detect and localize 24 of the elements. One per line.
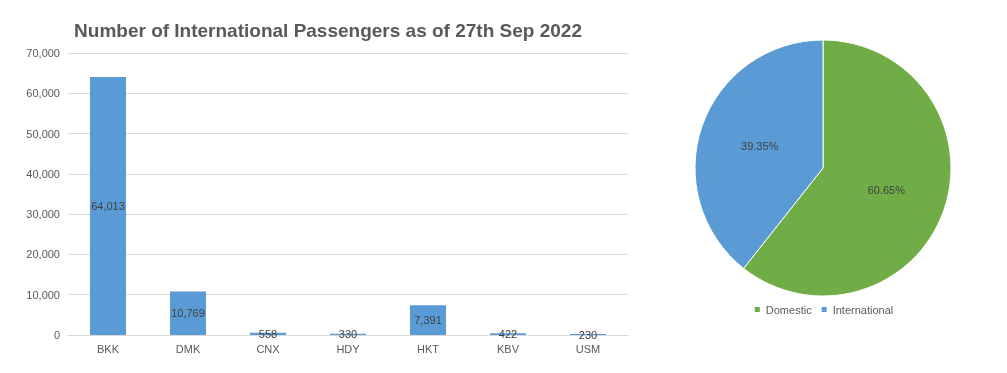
x-tick-label: KBV	[496, 342, 520, 355]
y-tick-label: 60,000	[26, 87, 60, 100]
x-tick-label: HKT	[417, 342, 440, 355]
data-label: 60.65%	[867, 184, 906, 196]
y-tick-label: 10,000	[26, 288, 60, 301]
x-tick-label: CNX	[256, 342, 281, 355]
legend-label: International	[832, 303, 894, 316]
y-tick-label: 70,000	[26, 47, 60, 59]
data-label: 39.35%	[741, 140, 779, 152]
bar	[90, 77, 126, 335]
data-label: 10,769	[171, 307, 205, 320]
x-tick-label: HDY	[336, 342, 361, 355]
x-tick-label: USM	[575, 342, 601, 355]
data-label: 64,013	[91, 200, 125, 213]
data-label: 7,391	[414, 314, 442, 327]
y-tick-label: 50,000	[26, 127, 60, 140]
x-tick-label: BKK	[96, 342, 120, 355]
y-tick-label: 20,000	[26, 248, 60, 261]
y-tick-label: 40,000	[26, 167, 60, 180]
legend-label: Domestic	[765, 303, 813, 316]
y-tick-label: 30,000	[26, 208, 60, 221]
x-tick-label: DMK	[175, 342, 201, 355]
y-tick-label: 0	[53, 329, 60, 341]
chart-title: Number of International Passengers as of 27th Sep 2022	[74, 20, 582, 41]
